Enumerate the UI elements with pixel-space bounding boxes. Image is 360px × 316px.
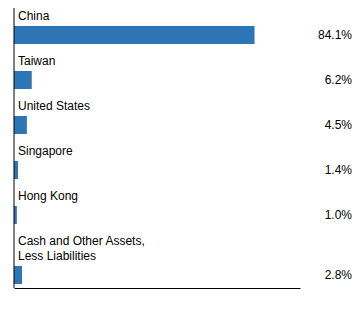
chart: China Taiwan United States Singapore Hong Ko… <box>0 0 360 316</box>
bar <box>14 71 32 89</box>
category-label: Hong Kong <box>18 189 78 203</box>
category-labels: China Taiwan United States Singapore Hong Ko… <box>18 9 145 263</box>
category-label-line: Singapore <box>18 144 73 158</box>
category-axis-line <box>14 8 15 288</box>
data-label: 6.2% <box>325 73 353 87</box>
category-label-line: Cash and Other Assets, <box>18 234 145 248</box>
data-label: 84.1% <box>318 28 352 42</box>
x-axis-line <box>15 288 301 289</box>
category-label-line: Less Liabilities <box>18 249 96 263</box>
category-label: Taiwan <box>18 54 55 68</box>
category-label: United States <box>18 99 90 113</box>
data-label: 4.5% <box>325 118 353 132</box>
category-label-line: China <box>18 9 50 23</box>
data-label: 2.8% <box>325 268 353 282</box>
category-label: Singapore <box>18 144 73 158</box>
bars <box>14 26 255 284</box>
category-label-line: United States <box>18 99 90 113</box>
bar <box>14 161 18 179</box>
data-label: 1.4% <box>325 163 353 177</box>
bar <box>14 116 27 134</box>
bar <box>14 266 22 284</box>
category-label-line: Taiwan <box>18 54 55 68</box>
category-label-line: Hong Kong <box>18 189 78 203</box>
category-label: Cash and Other Assets,Less Liabilities <box>18 234 145 263</box>
category-label: China <box>18 9 50 23</box>
data-label: 1.0% <box>325 208 353 222</box>
data-labels: 84.1% 6.2% 4.5% 1.4% 1.0% 2.8% <box>318 28 352 282</box>
bar <box>14 26 255 44</box>
x-axis <box>15 288 301 289</box>
